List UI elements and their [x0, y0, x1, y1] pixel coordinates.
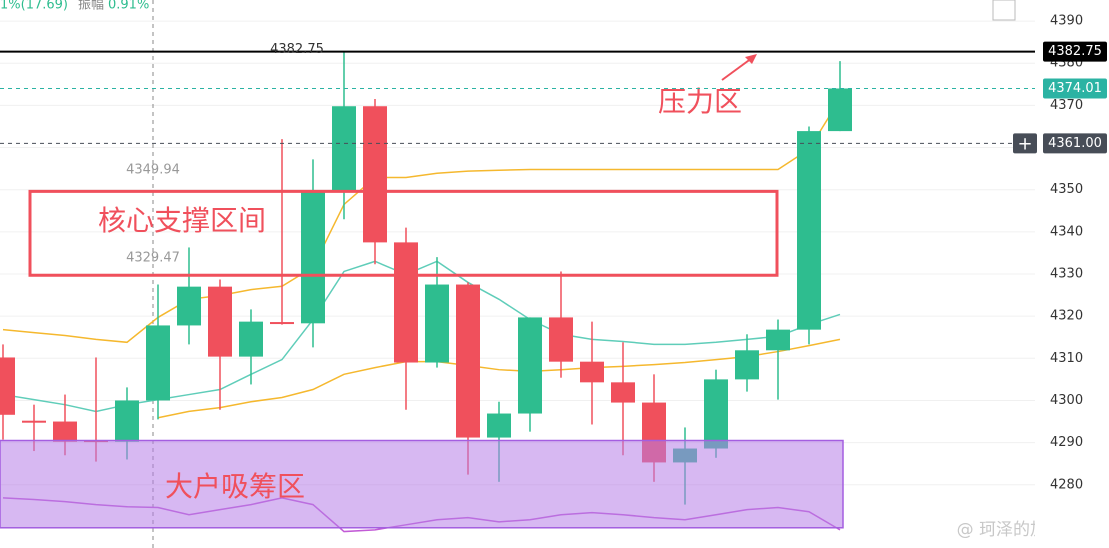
y-tick-label: 4390 [1050, 14, 1083, 29]
zone [28, 189, 779, 277]
price-tag [1043, 78, 1107, 99]
add-icon: + [1017, 133, 1032, 154]
candle-body [22, 420, 46, 423]
candle-body [177, 286, 201, 326]
y-tick-label: 4330 [1050, 267, 1083, 282]
candle-body [301, 192, 325, 324]
candle-body [332, 106, 356, 193]
candle-body [704, 379, 728, 449]
candle-body [270, 322, 294, 325]
y-tick-label: 4310 [1050, 351, 1083, 366]
y-tick-label: 4350 [1050, 182, 1083, 197]
candle-body [518, 317, 542, 414]
candle-body [363, 106, 387, 243]
price-tag-label: 4382.75 [1048, 44, 1102, 59]
indicator-line [157, 338, 841, 419]
candle-body [425, 284, 449, 363]
amplitude-label: 振幅 [78, 0, 104, 13]
candle-body [0, 357, 15, 415]
expand-icon[interactable] [992, 0, 1016, 21]
indicator-line [2, 98, 841, 344]
candle-body [797, 131, 821, 330]
pressure-label: 压力区 [658, 85, 742, 118]
candle-body [487, 413, 511, 438]
price-tag [1043, 41, 1107, 62]
price-tag [1043, 133, 1107, 154]
y-tick-label: 4300 [1050, 393, 1083, 408]
indicator-line [2, 260, 841, 413]
candle-body [580, 361, 604, 383]
candle-body [549, 317, 573, 362]
candle-body [456, 284, 480, 438]
price-annotation: 4329.47 [126, 251, 180, 266]
y-tick-label: 4340 [1050, 224, 1083, 239]
price-annotation: 4382.75 [270, 42, 324, 57]
candle-body [53, 421, 77, 442]
candle-body [828, 88, 852, 132]
candle-body [115, 400, 139, 442]
change: 1%(17.69) [0, 0, 68, 13]
candle-body [239, 321, 263, 357]
candle-body [146, 325, 170, 401]
candle-body [766, 329, 790, 351]
add-button[interactable] [1013, 133, 1037, 154]
y-tick-label: 4370 [1050, 98, 1083, 113]
price-tag-label: 4374.01 [1048, 81, 1102, 96]
candle-body [208, 286, 232, 357]
candle-body [394, 242, 418, 363]
amplitude: 0.91% [108, 0, 149, 13]
candle-body [611, 382, 635, 403]
y-tick-label: 4280 [1050, 477, 1083, 492]
zone-label: 核心支撑区间 [98, 204, 266, 237]
price-tag-label: 4361.00 [1048, 136, 1102, 151]
candle-body [735, 350, 759, 380]
arrow-head [745, 54, 757, 64]
zone-label: 大户吸筹区 [165, 470, 305, 503]
arrow [721, 57, 753, 81]
y-tick-label: 4320 [1050, 309, 1083, 324]
price-annotation: 4349.94 [126, 162, 180, 177]
y-tick-label: 4290 [1050, 435, 1083, 450]
zone [0, 439, 844, 529]
